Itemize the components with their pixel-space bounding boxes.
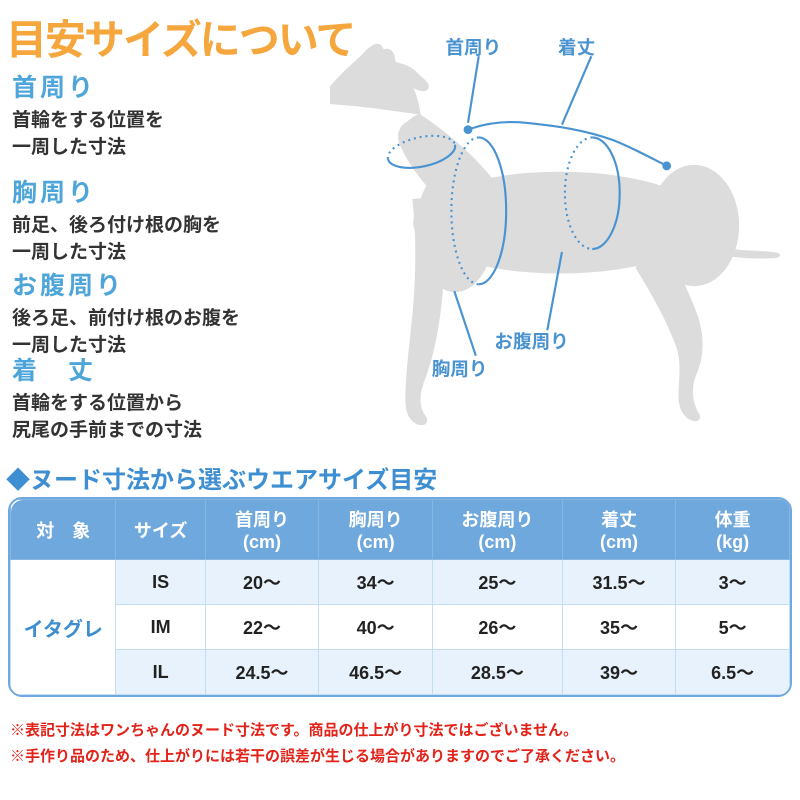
svg-text:お腹周り: お腹周り	[494, 331, 568, 352]
svg-text:首周り: 首周り	[445, 37, 501, 58]
svg-text:着丈: 着丈	[558, 37, 595, 58]
svg-text:胸周り: 胸周り	[432, 358, 488, 379]
